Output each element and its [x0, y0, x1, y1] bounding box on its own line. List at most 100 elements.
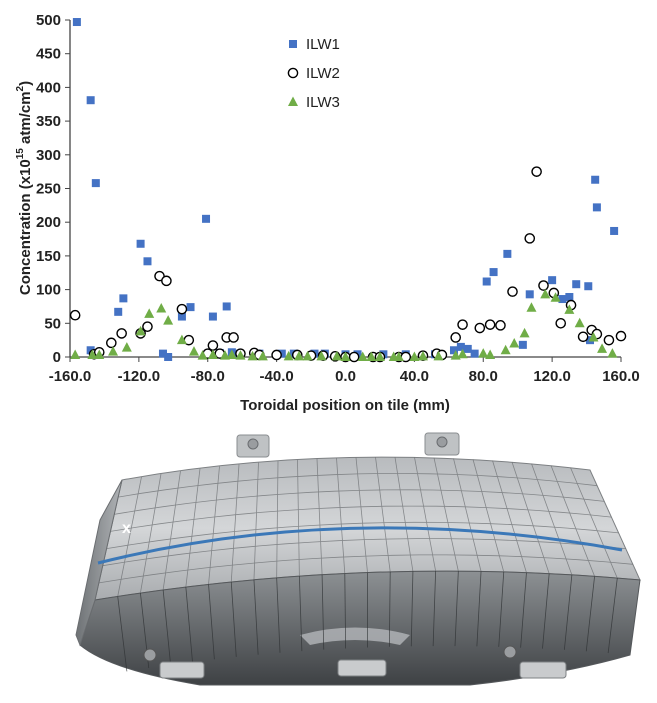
bolt-bottom-right [503, 645, 517, 659]
data-point-ilw1 [584, 282, 593, 291]
y-tick-label: 250 [36, 181, 61, 198]
data-point-ilw2 [474, 322, 486, 334]
tile-grid-column-line [316, 458, 323, 575]
tile-face-column-line [585, 576, 595, 652]
data-point-ilw3 [485, 349, 496, 359]
legend-marker-ilw1 [289, 40, 297, 48]
data-point-ilw1 [177, 312, 186, 321]
bottom-brackets [143, 645, 567, 679]
data-point-ilw3 [226, 349, 237, 359]
y-axis-title: Concentration (x1015 atm/cm2) [15, 81, 34, 295]
data-point-ilw2 [116, 328, 127, 339]
data-point-ilw2 [457, 319, 468, 330]
data-point-ilw3 [188, 346, 199, 356]
tile-grid-column-line [570, 467, 618, 579]
y-tick-label: 350 [36, 113, 61, 130]
data-point-ilw3 [509, 338, 520, 348]
data-point-ilw1 [548, 276, 557, 285]
series-ilw1 [72, 18, 619, 361]
data-point-ilw1 [518, 340, 527, 349]
data-point-ilw3 [156, 302, 167, 313]
data-point-ilw3 [340, 351, 351, 361]
data-point-ilw3 [87, 349, 98, 359]
data-point-ilw2 [450, 332, 462, 343]
tile-grid-column-line [230, 464, 240, 582]
data-point-ilw3 [607, 348, 618, 358]
data-point-ilw3 [500, 344, 511, 355]
tile-grid-row-line [98, 554, 633, 584]
legend-marker-ilw3 [288, 96, 298, 106]
x-tick-label: 0.0 [335, 368, 356, 385]
data-point-ilw3 [597, 343, 608, 353]
data-point-ilw3 [235, 350, 246, 360]
data-point-ilw3 [144, 308, 155, 318]
data-point-ilw3 [219, 350, 230, 360]
data-point-ilw1 [592, 203, 601, 212]
tile-face-column-line [117, 596, 128, 672]
data-point-ilw1 [463, 344, 472, 353]
data-point-ilw3 [574, 317, 585, 328]
data-point-ilw3 [564, 304, 575, 314]
data-point-ilw3 [366, 351, 377, 361]
data-point-ilw1 [558, 295, 567, 304]
legend-marker-ilw2 [287, 67, 299, 79]
data-point-ilw3 [163, 315, 174, 325]
tile-grid-column-line [253, 462, 259, 580]
data-point-ilw1 [136, 239, 145, 248]
data-point-ilw2 [106, 337, 117, 349]
data-point-ilw3 [519, 327, 530, 338]
data-point-ilw3 [108, 346, 119, 356]
data-point-ilw3 [207, 349, 218, 359]
data-point-ilw3 [540, 288, 551, 299]
data-point-ilw3 [294, 350, 305, 361]
data-point-ilw1 [114, 307, 123, 316]
data-point-ilw2 [228, 332, 239, 343]
tile-grid-column-line [394, 457, 414, 572]
data-point-ilw3 [478, 348, 489, 358]
tile-grid-column-line [336, 458, 346, 574]
data-point-ilw3 [302, 350, 313, 361]
x-tick-label: -160.0 [49, 368, 92, 385]
tile-face-column-line [230, 581, 237, 657]
data-point-ilw2 [207, 340, 219, 351]
x-tick-label: -40.0 [260, 368, 294, 385]
data-point-ilw1 [503, 249, 512, 258]
tile-grid-column-line [117, 476, 142, 597]
concentration-chart: 0 50 100 150 200 250 300 350 400 450 500 -160.0 -12… [15, 12, 640, 414]
data-point-ilw3 [135, 325, 146, 336]
tile-face-column-line [344, 573, 347, 649]
y-tick-label: 100 [36, 282, 61, 299]
data-point-ilw2 [176, 303, 188, 315]
data-point-ilw3 [247, 350, 258, 361]
tile-face-column-line [388, 571, 391, 647]
data-point-ilw1 [91, 179, 100, 188]
tile-face-column-line [432, 571, 437, 647]
bracket-bottom-right [519, 661, 567, 679]
tile-grid [98, 457, 633, 672]
tile-grid-column-line [453, 458, 482, 572]
tile-grid-column-line [472, 459, 505, 572]
x-tick-label: -120.0 [118, 368, 161, 385]
data-point-ilw2 [69, 309, 81, 321]
series-ilw3 [70, 288, 618, 361]
tile-face-column-line [208, 584, 215, 660]
data-point-ilw1 [456, 342, 465, 351]
data-point-ilw1 [208, 312, 217, 321]
data-point-ilw3 [550, 292, 561, 302]
data-point-ilw1 [449, 346, 458, 355]
y-axis-title-part1: Concentration (x10 [17, 159, 34, 295]
tile-grid-column-line [355, 457, 368, 573]
tile-face-column-line [476, 571, 482, 647]
axes [69, 20, 621, 358]
tile-grid-column-line [375, 457, 391, 572]
y-tick-label: 400 [36, 79, 61, 96]
data-point-ilw2 [507, 286, 518, 297]
data-point-ilw1 [610, 226, 619, 235]
data-point-ilw2 [555, 317, 567, 329]
tile-grid-column-line [414, 457, 437, 572]
data-point-ilw1 [202, 214, 211, 223]
data-point-ilw2 [538, 280, 549, 291]
y-axis-title-sup2: 2 [15, 85, 26, 91]
data-point-ilw2 [161, 275, 172, 287]
y-tick-label: 500 [36, 12, 61, 29]
